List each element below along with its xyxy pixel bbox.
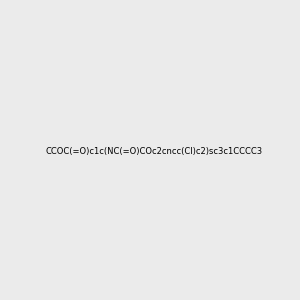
Text: CCOC(=O)c1c(NC(=O)COc2cncc(Cl)c2)sc3c1CCCC3: CCOC(=O)c1c(NC(=O)COc2cncc(Cl)c2)sc3c1CC… (45, 147, 262, 156)
